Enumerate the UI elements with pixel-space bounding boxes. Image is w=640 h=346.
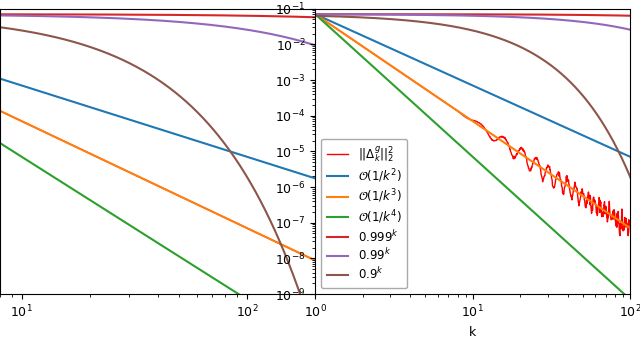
$\mathcal{O}(1/k^4)$ [557,235,565,239]
$0.999^k$ [439,12,447,16]
$\mathcal{O}(1/k^4)$ [450,138,458,142]
$0.9^k$ [311,14,319,18]
$\mathcal{O}(1/k^3)$ [528,159,536,163]
Line: $0.999^k$: $0.999^k$ [315,14,630,16]
$||\Delta_k^g||_2^2$ [563,179,570,183]
$||\Delta_k^g||_2^2$ [311,12,319,16]
$\mathcal{O}(1/k^3)$ [344,34,351,38]
$0.999^k$ [557,13,565,17]
$\mathcal{O}(1/k^2)$ [557,124,565,128]
$\mathcal{O}(1/k^3)$ [439,99,447,103]
$\mathcal{O}(1/k^4)$ [311,12,319,16]
$\mathcal{O}(1/k^3)$ [563,183,570,187]
$\mathcal{O}(1/k^4)$ [528,208,536,212]
$\mathcal{O}(1/k^3)$ [627,226,634,230]
X-axis label: k: k [469,326,476,339]
$0.999^k$ [563,13,570,17]
Line: $0.9^k$: $0.9^k$ [315,16,630,177]
Line: $\mathcal{O}(1/k^2)$: $\mathcal{O}(1/k^2)$ [315,14,630,157]
$\mathcal{O}(1/k^2)$ [311,12,319,16]
$0.999^k$ [344,12,351,16]
$0.9^k$ [439,22,447,27]
$\mathcal{O}(1/k^4)$ [563,240,570,244]
$\mathcal{O}(1/k^2)$ [439,70,447,74]
$\mathcal{O}(1/k^4)$ [344,41,351,45]
Line: $||\Delta_k^g||_2^2$: $||\Delta_k^g||_2^2$ [315,14,630,236]
$||\Delta_k^g||_2^2$ [450,106,458,110]
$0.99^k$ [528,16,536,20]
$\mathcal{O}(1/k^2)$ [344,27,351,31]
Line: $\mathcal{O}(1/k^4)$: $\mathcal{O}(1/k^4)$ [315,14,630,300]
$\mathcal{O}(1/k^2)$ [627,155,634,159]
$0.9^k$ [627,175,634,180]
Legend: $||\Delta_k^g||_2^2$, $\mathcal{O}(1/k^2)$, $\mathcal{O}(1/k^3)$, $\mathcal{O}(1: $||\Delta_k^g||_2^2$, $\mathcal{O}(1/k^2… [321,138,407,288]
$0.99^k$ [344,12,351,17]
$0.99^k$ [311,12,319,16]
$\mathcal{O}(1/k^2)$ [563,126,570,130]
$||\Delta_k^g||_2^2$ [439,99,447,103]
$||\Delta_k^g||_2^2$ [557,180,565,184]
$0.99^k$ [627,28,634,32]
$\mathcal{O}(1/k^2)$ [528,110,536,114]
$0.99^k$ [557,18,565,22]
$0.99^k$ [563,18,570,22]
$||\Delta_k^g||_2^2$ [627,230,634,235]
$0.99^k$ [450,13,458,17]
$\mathcal{O}(1/k^4)$ [627,298,634,302]
$\mathcal{O}(1/k^4)$ [439,128,447,132]
$0.9^k$ [344,15,351,19]
$0.9^k$ [563,76,570,81]
Line: $0.99^k$: $0.99^k$ [315,14,630,30]
$0.9^k$ [557,71,565,75]
$\mathcal{O}(1/k^3)$ [450,106,458,110]
$0.999^k$ [627,13,634,18]
$\mathcal{O}(1/k^3)$ [557,179,565,183]
$0.999^k$ [311,12,319,16]
$0.9^k$ [528,51,536,55]
$\mathcal{O}(1/k^2)$ [450,75,458,79]
Line: $\mathcal{O}(1/k^3)$: $\mathcal{O}(1/k^3)$ [315,14,630,228]
$0.9^k$ [450,25,458,29]
$0.999^k$ [528,12,536,17]
$0.999^k$ [450,12,458,16]
$||\Delta_k^g||_2^2$ [528,165,536,169]
$||\Delta_k^g||_2^2$ [344,34,351,38]
$\mathcal{O}(1/k^3)$ [311,12,319,16]
$0.99^k$ [439,13,447,17]
$||\Delta_k^g||_2^2$ [625,234,632,238]
